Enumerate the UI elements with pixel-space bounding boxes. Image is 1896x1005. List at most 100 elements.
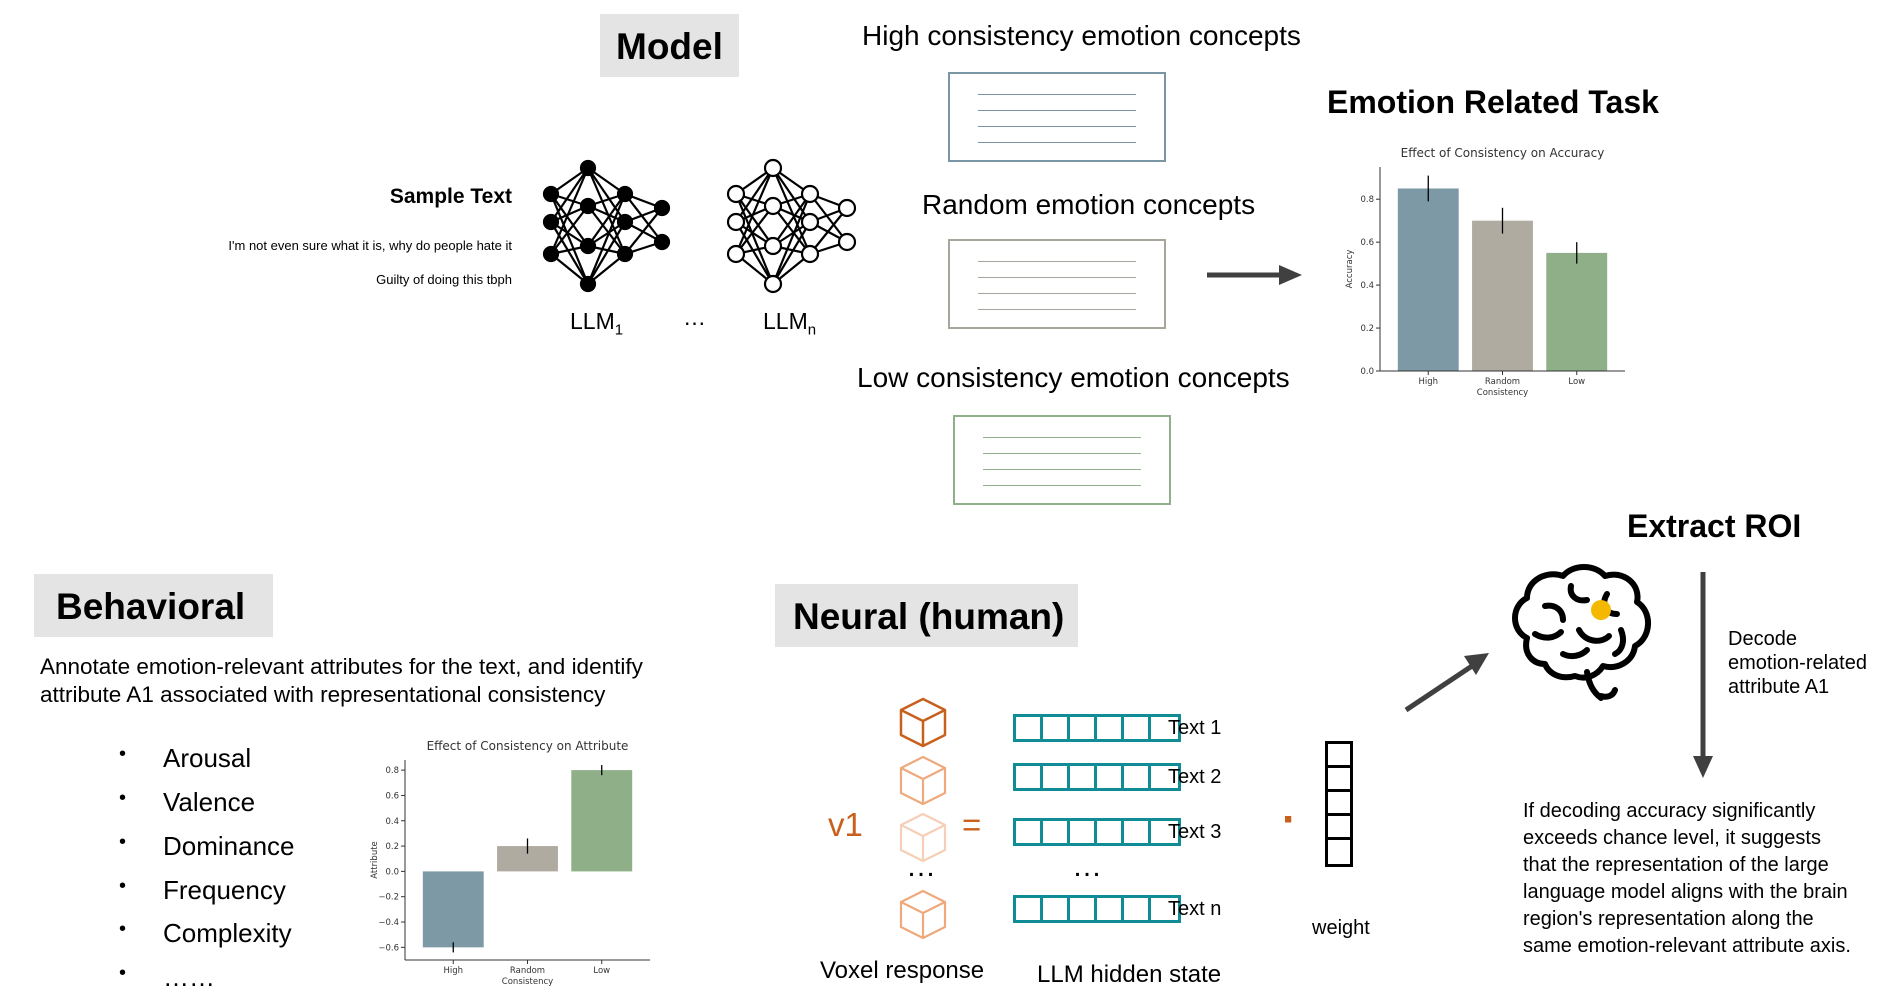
accuracy-chart: Effect of Consistency on Accuracy High Ran… <box>1345 146 1625 398</box>
sample-text-line-1: I'm not even sure what it is, why do peo… <box>228 238 512 253</box>
model-title: Model <box>600 14 739 77</box>
hidden-state-row-2 <box>1013 763 1181 791</box>
bar-low <box>1546 252 1608 371</box>
network-node-2-2 <box>800 244 820 264</box>
bar-random <box>1472 220 1533 371</box>
network-node-0-0 <box>542 185 560 203</box>
y-tick-label: 0.0 <box>385 867 399 877</box>
hidden-state-row-3 <box>1013 818 1181 846</box>
decode-line-1: Decode <box>1728 628 1797 650</box>
llm-1-label: LLM1 <box>570 308 624 339</box>
dot-operator: · <box>1282 795 1297 844</box>
network-node-1-2 <box>579 237 597 255</box>
text-2-label: Text 2 <box>1168 766 1222 788</box>
x-tick-label: High <box>1418 377 1438 387</box>
attribute-arousal: • Arousal <box>119 743 252 773</box>
voxel-cubes <box>899 697 947 940</box>
chart-title: Effect of Consistency on Attribute <box>427 739 629 753</box>
x-tick-label: Low <box>1568 377 1585 387</box>
network-node-1-3 <box>763 274 783 294</box>
behavioral-description-line-1: Annotate emotion-relevant attributes for… <box>40 654 643 679</box>
y-tick-label: −0.4 <box>378 918 399 928</box>
conclusion-line-2: exceeds chance level, it suggests <box>1523 827 1821 849</box>
attribute-frequency: • Frequency <box>119 875 286 905</box>
x-tick-label: High <box>443 966 463 976</box>
text-3-label: Text 3 <box>1168 821 1222 843</box>
extract-roi-title: Extract ROI <box>1627 508 1802 544</box>
voxel-cube-3 <box>899 812 947 863</box>
network-node-1-0 <box>579 159 597 177</box>
network-node-3-1 <box>837 232 857 252</box>
random-concepts-box <box>948 239 1166 329</box>
y-tick-label: 0.0 <box>1360 367 1374 377</box>
y-tick-label: 0.6 <box>385 791 399 801</box>
text-1-label: Text 1 <box>1168 717 1222 739</box>
llm-ellipsis: … <box>683 304 706 330</box>
attribute-chart: Effect of Consistency on Attribute High Ra… <box>370 739 650 987</box>
network-node-1-3 <box>579 275 597 293</box>
y-tick-label: 0.8 <box>385 766 399 776</box>
voxel-cube-2 <box>899 755 947 806</box>
llm-network-diagrams <box>542 158 857 294</box>
network-node-3-0 <box>837 198 857 218</box>
conclusion-line-5: region's representation along the <box>1523 908 1814 930</box>
y-axis-label: Attribute <box>370 841 380 879</box>
llm-1-network <box>542 159 671 293</box>
y-tick-label: 0.6 <box>1360 238 1374 248</box>
voxel-ellipsis: … <box>906 850 936 883</box>
attribute-dominance: • Dominance <box>119 831 295 861</box>
llm-n-network <box>726 158 857 294</box>
chart-title: Effect of Consistency on Accuracy <box>1401 146 1605 160</box>
y-tick-label: 0.2 <box>385 842 399 852</box>
conclusion-line-4: language model aligns with the brain <box>1523 881 1848 903</box>
llm-n-label: LLMn <box>763 308 817 339</box>
voxel-response-label: Voxel response <box>820 957 985 984</box>
network-node-3-1 <box>653 233 671 251</box>
y-axis-label: Accuracy <box>1345 250 1355 289</box>
network-node-0-0 <box>726 184 746 204</box>
weight-label: weight <box>1312 917 1370 939</box>
decode-line-2: emotion-related <box>1728 652 1867 674</box>
v1-label: v1 <box>828 806 863 843</box>
bar-high <box>1397 188 1459 371</box>
x-axis-label: Consistency <box>502 977 553 987</box>
low-consistency-box <box>953 415 1171 505</box>
high-consistency-label: High consistency emotion concepts <box>862 20 1301 51</box>
voxel-cube-1 <box>899 697 947 748</box>
sample-text-line-2: Guilty of doing this tbph <box>376 272 512 287</box>
arrow-decode <box>1693 572 1713 778</box>
y-tick-label: 0.2 <box>1360 324 1374 334</box>
network-node-0-1 <box>726 212 746 232</box>
arrow-to-brain <box>1404 653 1489 713</box>
decode-line-3: attribute A1 <box>1728 676 1830 698</box>
y-tick-label: 0.8 <box>1360 195 1374 205</box>
equals-sign: = <box>962 806 982 843</box>
conclusion-line-1: If decoding accuracy significantly <box>1523 800 1816 822</box>
y-tick-label: 0.4 <box>1360 281 1374 291</box>
random-concepts-label: Random emotion concepts <box>922 189 1256 220</box>
text-n-label: Text n <box>1168 898 1222 920</box>
roi-dot <box>1591 600 1611 620</box>
hidden-state-row-1 <box>1013 714 1181 742</box>
network-node-1-1 <box>763 196 783 216</box>
conclusion-line-3: that the representation of the large <box>1523 854 1829 876</box>
bar-low <box>571 770 633 872</box>
x-tick-label: Random <box>1485 377 1520 387</box>
y-tick-label: −0.2 <box>378 893 399 903</box>
brain-icon <box>1512 564 1651 701</box>
network-node-0-2 <box>542 245 560 263</box>
network-node-1-2 <box>763 236 783 256</box>
network-node-2-1 <box>800 212 820 232</box>
conclusion-line-6: same emotion-relevant attribute axis. <box>1523 935 1851 957</box>
high-consistency-box <box>948 72 1166 162</box>
network-node-1-0 <box>763 158 783 178</box>
sample-text-title: Sample Text <box>389 185 512 208</box>
voxel-cube-4 <box>899 889 947 940</box>
network-node-0-2 <box>726 244 746 264</box>
network-node-2-0 <box>800 184 820 204</box>
llm-hidden-state-label: LLM hidden state <box>1037 961 1222 988</box>
emotion-task-title: Emotion Related Task <box>1327 84 1659 120</box>
attribute-complexity: • Complexity <box>119 918 292 948</box>
network-node-2-0 <box>616 185 634 203</box>
y-tick-label: 0.4 <box>385 817 399 827</box>
